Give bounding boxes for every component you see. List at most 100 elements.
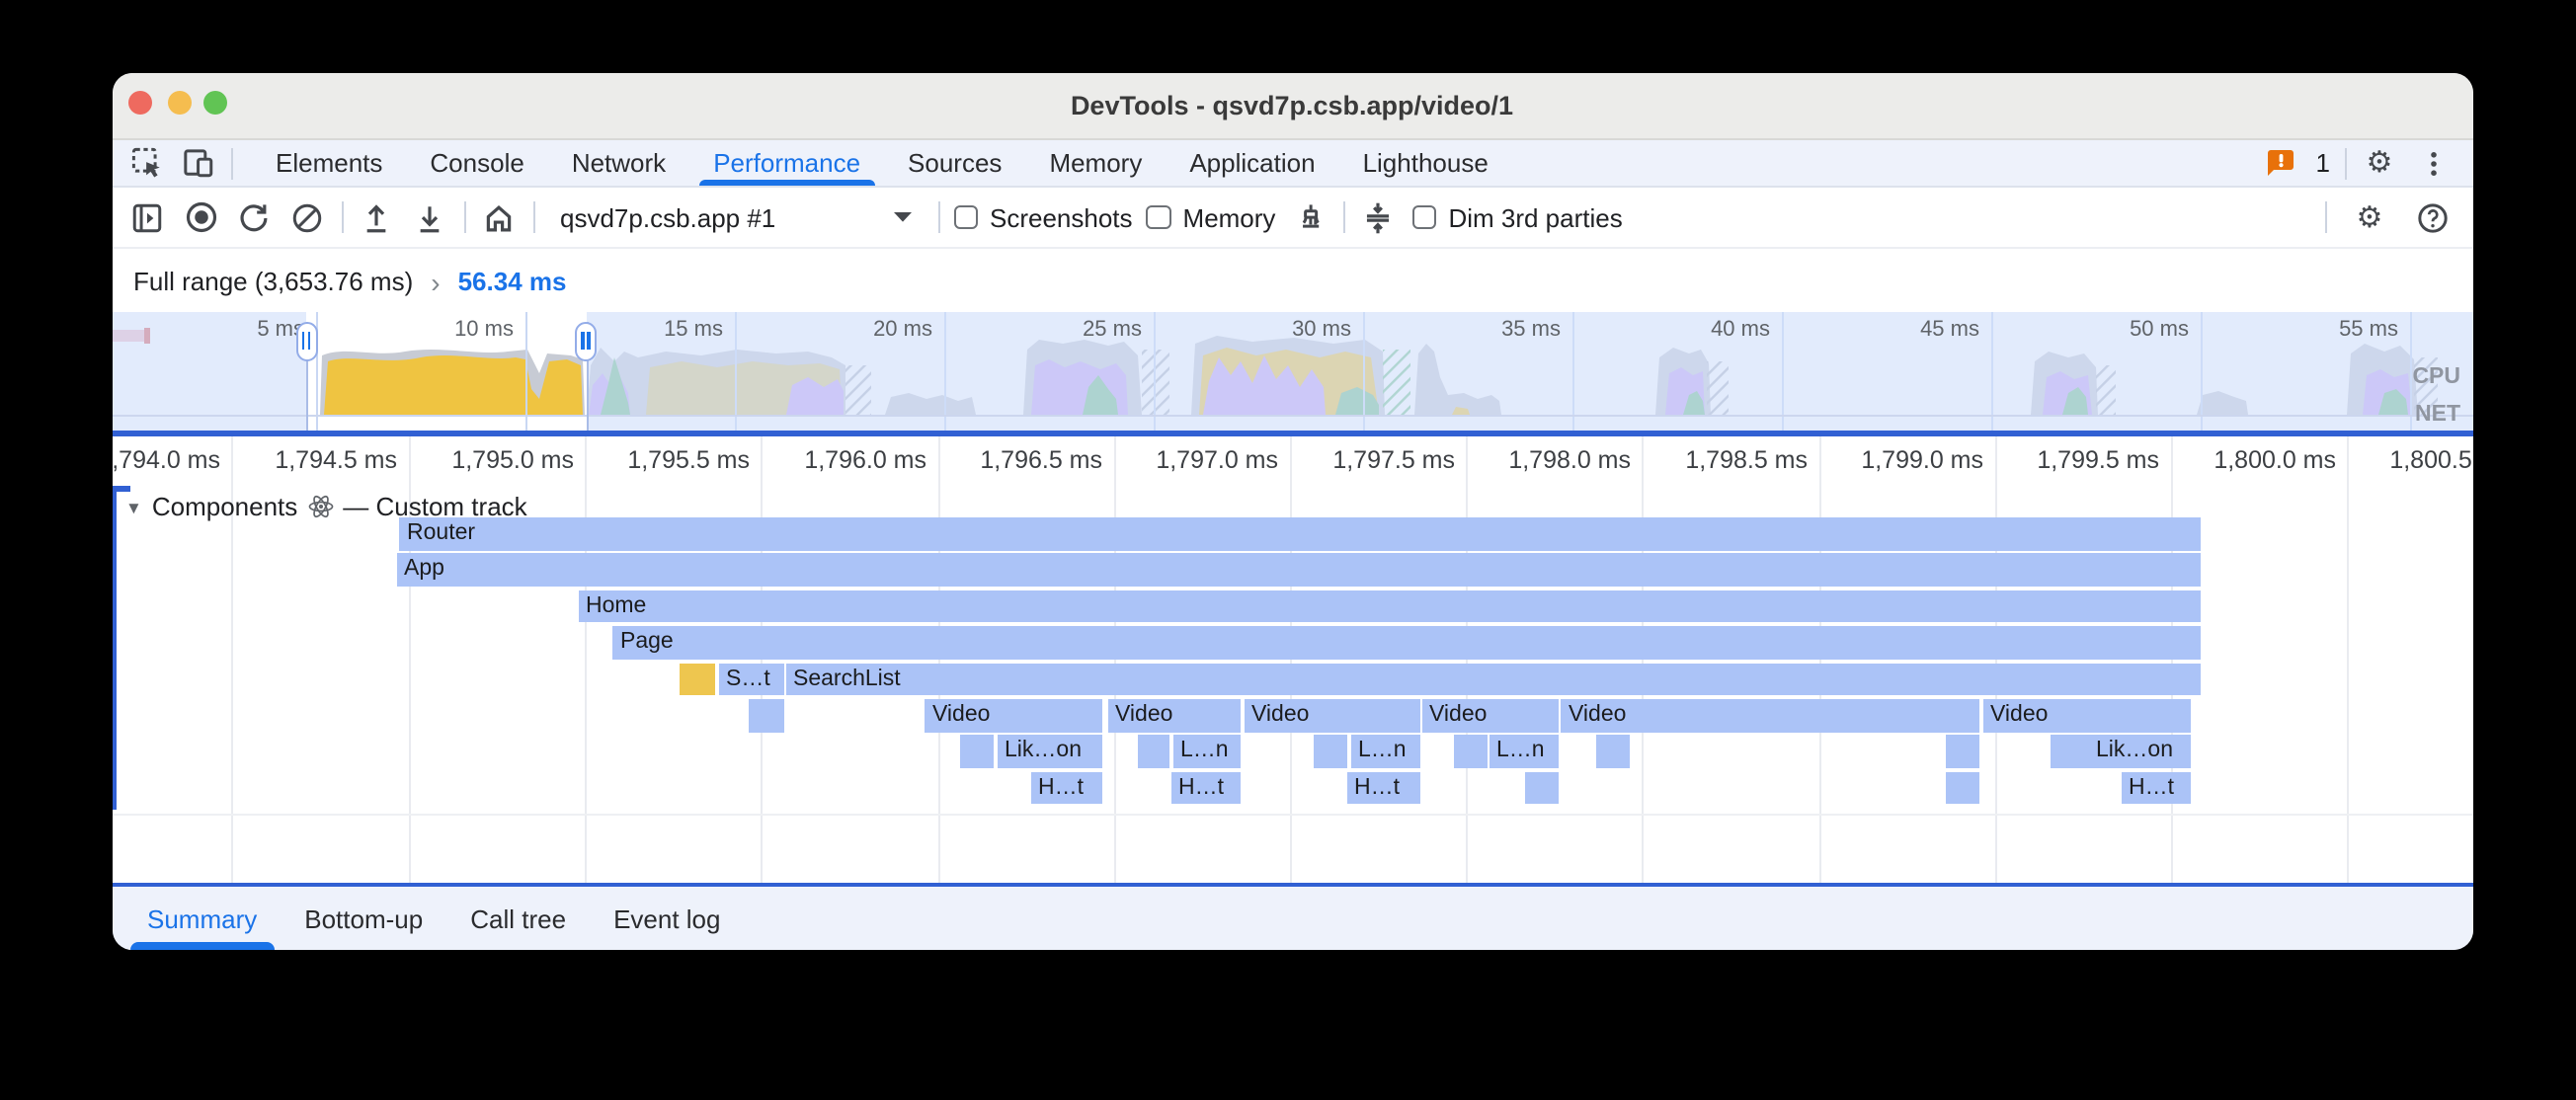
ruler-label: 1,796.0 ms <box>804 445 926 473</box>
selection-handle-left[interactable] <box>295 322 317 360</box>
breadcrumb-selected-range[interactable]: 56.34 ms <box>457 267 567 296</box>
flame-bar[interactable] <box>1595 735 1629 768</box>
overview-tick-label: 20 ms <box>873 318 932 342</box>
record-button[interactable] <box>181 197 220 237</box>
flame-bar-searchlist[interactable]: SearchList <box>785 663 2200 696</box>
flame-bar-h-t[interactable]: H…t <box>1030 771 1101 805</box>
tab-performance[interactable]: Performance <box>689 140 884 186</box>
breadcrumb-full-range[interactable]: Full range (3,653.76 ms) <box>133 267 414 296</box>
flame-bar[interactable] <box>960 735 994 768</box>
download-profile-button[interactable] <box>410 197 449 237</box>
checkbox-box[interactable] <box>1146 204 1171 230</box>
overview-tick-label: 35 ms <box>1501 318 1561 342</box>
ruler-label: 1,796.5 ms <box>980 445 1102 473</box>
reload-record-button[interactable] <box>234 197 274 237</box>
flame-bar-video[interactable]: Video <box>1244 699 1419 733</box>
checkbox-box[interactable] <box>1411 204 1437 230</box>
zoom-button[interactable] <box>203 91 227 115</box>
issues-count[interactable]: 1 <box>2315 148 2330 178</box>
target-select[interactable]: qsvd7p.csb.app #1 <box>548 194 924 241</box>
flame-bar[interactable] <box>680 663 714 696</box>
flame-bar-home[interactable]: Home <box>578 589 2200 623</box>
flame-bar-l-n[interactable]: L…n <box>1489 735 1558 768</box>
flame-bar-app[interactable]: App <box>396 553 2200 587</box>
inspect-icon[interactable] <box>127 143 167 183</box>
screenshots-checkbox[interactable]: Screenshots <box>953 202 1133 232</box>
tab-event-log[interactable]: Event log <box>613 904 721 933</box>
flame-bar[interactable] <box>2050 735 2087 768</box>
home-icon[interactable] <box>479 197 519 237</box>
flame-bar-h-t[interactable]: H…t <box>2121 771 2190 805</box>
flame-bar-router[interactable]: Router <box>399 517 2200 551</box>
window-titlebar[interactable]: DevTools - qsvd7p.csb.app/video/1 <box>112 72 2472 140</box>
checkbox-box[interactable] <box>953 204 978 230</box>
divider <box>230 147 232 179</box>
flame-chart[interactable]: ▼ Components — Custom track <box>112 486 2472 882</box>
divider <box>937 201 939 233</box>
ruler-label: 1,800.5 ms <box>2389 445 2472 473</box>
expander-triangle-icon[interactable]: ▼ <box>125 497 142 516</box>
tab-memory[interactable]: Memory <box>1049 148 1143 178</box>
tab-call-tree[interactable]: Call tree <box>470 904 567 933</box>
flame-bar-h-t[interactable]: H…t <box>1170 771 1241 805</box>
tab-sources[interactable]: Sources <box>908 148 1003 178</box>
flame-bar-video[interactable]: Video <box>1561 699 1979 733</box>
dim-3rd-parties-checkbox[interactable]: Dim 3rd parties <box>1411 202 1623 232</box>
flame-bar-page[interactable]: Page <box>612 626 2200 660</box>
flame-bar[interactable] <box>1524 771 1558 805</box>
tab-network[interactable]: Network <box>571 148 667 178</box>
upload-profile-button[interactable] <box>357 197 396 237</box>
flame-bar[interactable] <box>1946 735 1979 768</box>
tab-application[interactable]: Application <box>1189 148 1316 178</box>
minimize-button[interactable] <box>168 91 192 115</box>
flame-bar-s-t[interactable]: S…t <box>718 663 783 696</box>
overview-tick-label: 50 ms <box>2130 318 2189 342</box>
toggle-sidebar-button[interactable] <box>127 197 167 237</box>
bottom-tabbar: Summary Bottom-up Call tree Event log <box>112 887 2472 950</box>
flame-bar-video[interactable]: Video <box>1982 699 2190 733</box>
track-header[interactable]: ▼ Components — Custom track <box>125 492 527 521</box>
flame-bar[interactable] <box>1313 735 1347 768</box>
collect-garbage-icon[interactable] <box>1289 197 1328 237</box>
flame-bar-l-n[interactable]: L…n <box>1172 735 1241 768</box>
track-suffix: — Custom track <box>343 492 527 521</box>
device-toolbar-icon[interactable] <box>179 143 218 183</box>
divider <box>341 201 343 233</box>
overview-tick-label: 10 ms <box>454 318 514 342</box>
flame-bar-lik-on[interactable]: Lik…on <box>2088 735 2190 768</box>
close-button[interactable] <box>128 91 152 115</box>
capture-settings-gear-icon[interactable]: ⚙ <box>2356 200 2383 234</box>
issues-warning-icon[interactable] <box>2263 143 2302 183</box>
help-icon[interactable] <box>2413 197 2453 237</box>
memory-checkbox[interactable]: Memory <box>1146 202 1275 232</box>
ruler-label: 1,794.5 ms <box>275 445 397 473</box>
net-track-label: NET <box>2415 403 2460 427</box>
timeline-overview[interactable]: 5 ms 10 ms 15 ms 20 ms 25 ms 30 ms 35 ms 40 ms 4… <box>112 312 2472 435</box>
tab-console[interactable]: Console <box>430 148 524 178</box>
flame-bar-l-n[interactable]: L…n <box>1350 735 1419 768</box>
ruler-label: 1,797.0 ms <box>1156 445 1278 473</box>
clear-button[interactable] <box>287 197 327 237</box>
selection-handle-right[interactable] <box>575 322 597 360</box>
flame-bar[interactable] <box>1453 735 1487 768</box>
more-menu-icon[interactable] <box>2413 143 2453 183</box>
flame-bar-lik-on[interactable]: Lik…on <box>997 735 1101 768</box>
settings-gear-icon[interactable]: ⚙ <box>2366 146 2393 180</box>
flame-bar-video[interactable]: Video <box>1421 699 1558 733</box>
tab-elements[interactable]: Elements <box>276 148 383 178</box>
flame-bar-h-t[interactable]: H…t <box>1346 771 1419 805</box>
divider <box>463 201 465 233</box>
flame-bar-video[interactable]: Video <box>925 699 1101 733</box>
tab-summary[interactable]: Summary <box>123 887 281 950</box>
overview-tick-label: 25 ms <box>1083 318 1142 342</box>
flame-bar[interactable] <box>1137 735 1169 768</box>
tab-lighthouse[interactable]: Lighthouse <box>1362 148 1489 178</box>
ruler-label: 1,795.5 ms <box>627 445 750 473</box>
tab-bottom-up[interactable]: Bottom-up <box>304 904 424 933</box>
ruler-label: 1,799.5 ms <box>2037 445 2159 473</box>
flame-bar-video[interactable]: Video <box>1107 699 1241 733</box>
cpu-track-label: CPU <box>2412 365 2460 389</box>
collapse-shortcuts-icon[interactable] <box>1358 197 1398 237</box>
flame-bar[interactable] <box>1946 771 1979 805</box>
flame-bar[interactable] <box>749 699 783 733</box>
